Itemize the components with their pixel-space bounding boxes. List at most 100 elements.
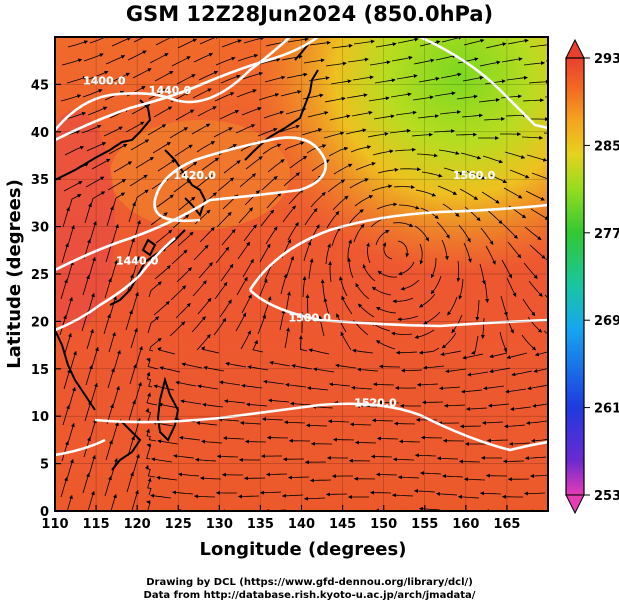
streamline xyxy=(419,471,442,476)
streamline xyxy=(67,422,75,444)
x-tick-label: 150 xyxy=(370,517,397,532)
streamline xyxy=(303,496,326,501)
streamline xyxy=(505,388,527,394)
colorbar-min-arrow xyxy=(565,494,585,515)
streamline xyxy=(526,154,548,162)
streamline xyxy=(395,350,418,355)
streamline xyxy=(550,313,567,324)
streamline xyxy=(237,494,260,499)
streamline xyxy=(463,242,472,263)
streamline xyxy=(84,400,92,422)
streamline xyxy=(86,142,107,152)
streamline xyxy=(398,513,418,514)
streamline xyxy=(193,494,216,499)
streamline xyxy=(430,275,442,295)
streamline xyxy=(509,169,530,179)
streamline xyxy=(323,131,345,139)
streamline xyxy=(341,295,353,315)
streamline xyxy=(246,402,268,407)
colorbar: 293 285 277 269 261 253 xyxy=(565,38,619,515)
streamline xyxy=(131,489,139,511)
streamline xyxy=(201,439,223,444)
streamline xyxy=(104,475,112,497)
streamline xyxy=(217,177,235,192)
streamline xyxy=(175,380,197,387)
streamline xyxy=(305,423,328,428)
streamline xyxy=(376,436,399,441)
streamline xyxy=(440,72,462,79)
streamline xyxy=(355,162,376,171)
streamline xyxy=(488,403,510,408)
streamline xyxy=(531,172,548,181)
streamline xyxy=(332,195,349,211)
streamline xyxy=(244,190,260,206)
y-tick-label: 5 xyxy=(40,458,49,473)
streamline xyxy=(430,257,437,279)
streamline xyxy=(347,239,352,260)
streamline xyxy=(397,37,419,44)
streamline xyxy=(103,313,111,335)
streamline xyxy=(111,223,119,245)
x-axis-label: Longitude (degrees) xyxy=(200,539,407,560)
streamline xyxy=(508,441,531,446)
streamline xyxy=(157,159,176,172)
streamline xyxy=(328,261,333,283)
streamline xyxy=(105,439,113,461)
streamline xyxy=(507,241,522,259)
streamline xyxy=(506,277,517,298)
streamline xyxy=(373,114,395,120)
streamline xyxy=(287,221,299,241)
streamline xyxy=(173,179,191,193)
streamline xyxy=(285,291,291,313)
streamline xyxy=(423,311,441,325)
streamline xyxy=(400,368,423,373)
streamline xyxy=(64,332,72,354)
streamline xyxy=(340,331,352,351)
streamline xyxy=(480,317,485,340)
streamline xyxy=(112,192,126,209)
streamline xyxy=(103,126,123,137)
streamline xyxy=(219,299,232,318)
streamline xyxy=(369,60,391,66)
streamline xyxy=(191,123,211,135)
streamline xyxy=(507,38,529,45)
streamline xyxy=(191,316,206,333)
contour-label: 1400.0 xyxy=(83,74,126,87)
streamline xyxy=(525,190,545,201)
streamline xyxy=(134,381,142,403)
streamline xyxy=(173,454,195,459)
streamline xyxy=(500,295,508,317)
streamline xyxy=(461,113,483,118)
streamline xyxy=(252,339,264,353)
streamline xyxy=(504,424,526,429)
streamline xyxy=(87,292,95,314)
streamline xyxy=(152,141,171,154)
streamline xyxy=(392,457,415,462)
streamline xyxy=(377,400,400,405)
streamline xyxy=(132,68,152,79)
streamline xyxy=(320,279,326,301)
streamline xyxy=(267,159,285,173)
streamline xyxy=(221,228,236,246)
streamline xyxy=(59,314,67,336)
streamline xyxy=(156,514,176,516)
streamline xyxy=(501,259,513,279)
streamline xyxy=(244,439,267,444)
streamline xyxy=(66,260,74,282)
streamline xyxy=(486,438,509,443)
streamline xyxy=(455,132,478,137)
streamline xyxy=(309,40,331,46)
streamline xyxy=(415,189,437,197)
streamline xyxy=(262,143,282,155)
streamline xyxy=(200,515,220,516)
streamline xyxy=(345,128,367,135)
streamline xyxy=(527,384,548,391)
streamline xyxy=(221,39,242,48)
streamline xyxy=(371,184,393,192)
streamline xyxy=(113,349,121,371)
streamline xyxy=(236,276,248,296)
streamline xyxy=(396,74,418,80)
streamline xyxy=(243,37,265,44)
streamline xyxy=(456,94,478,100)
streamline xyxy=(222,436,245,441)
